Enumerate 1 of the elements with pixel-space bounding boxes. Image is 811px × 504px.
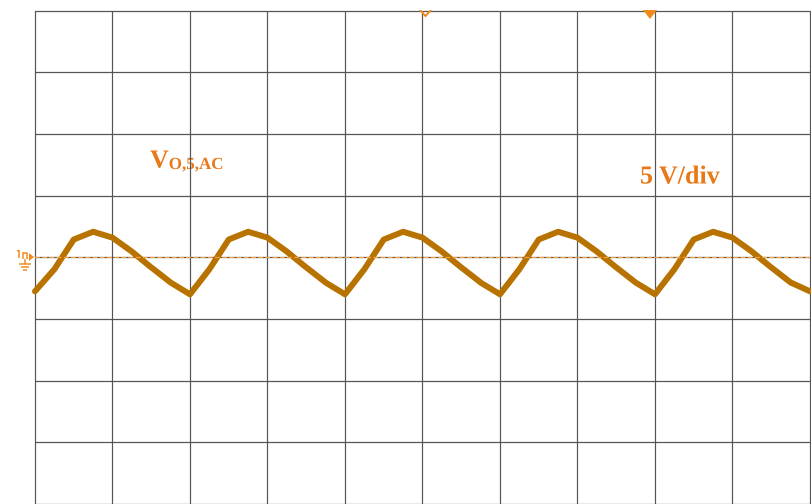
text: 5 V/div: [640, 160, 720, 190]
